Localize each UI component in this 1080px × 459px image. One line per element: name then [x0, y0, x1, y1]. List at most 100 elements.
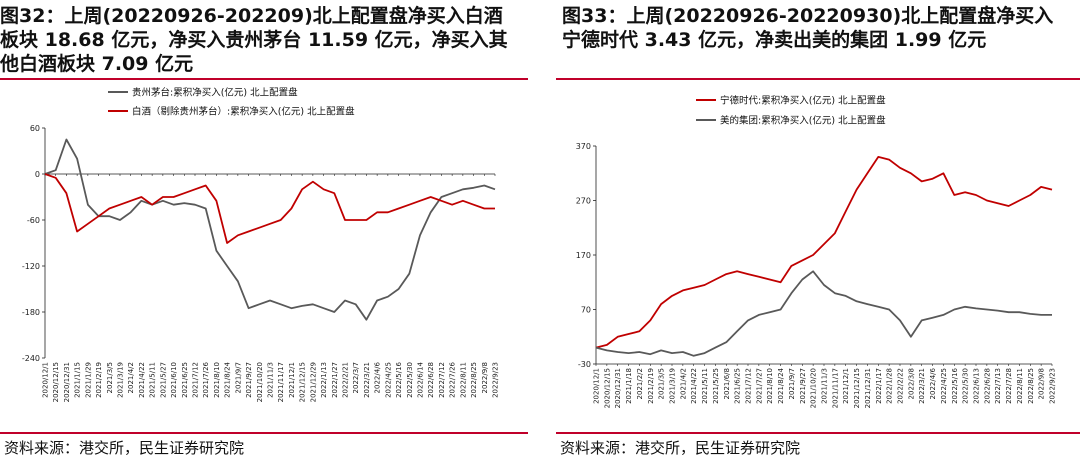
x-tick-label: 2021/11/3: [821, 368, 829, 404]
x-tick-label: 2021/3/19: [669, 368, 677, 404]
x-tick-label: 2021/12/1: [842, 368, 850, 404]
x-tick-label: 2020/12/31: [614, 368, 622, 408]
x-tick-label: 2022/5/30: [406, 362, 414, 398]
series-line-1: [595, 156, 1053, 349]
x-tick-label: 2021/4/2: [127, 362, 135, 393]
x-tick-label: 2022/6/28: [983, 368, 991, 404]
x-tick-label: 2021/7/26: [202, 361, 210, 397]
x-tick-label: 2021/2/2: [636, 368, 644, 399]
x-tick-label: 2022/3/8: [907, 368, 915, 399]
x-tick-label: 2021/2/19: [647, 368, 655, 404]
x-tick-label: 2021/6/10: [170, 362, 178, 398]
legend-label-1: 宁德时代:累积净买入(亿元) 北上配置盘: [720, 95, 886, 107]
x-tick-label: 2022/4/25: [940, 368, 948, 404]
x-tick-label: 2022/9/8: [481, 362, 489, 393]
x-tick-label: 2022/4/6: [929, 367, 937, 399]
x-tick-label: 2021/12/31: [864, 368, 872, 408]
x-tick-label: 2021/6/25: [181, 362, 189, 398]
x-tick-label: 2022/9/23: [492, 362, 500, 398]
series-line-1: [44, 138, 496, 321]
y-tick-label: -240: [22, 354, 40, 363]
x-tick-label: 2021/10/20: [256, 362, 264, 402]
legend-label-2: 白酒（剔除贵州茅台）:累积净买入(亿元) 北上配置盘: [132, 106, 355, 118]
x-tick-label: 2021/1/29: [84, 362, 92, 398]
x-tick-label: 2021/1/15: [74, 362, 82, 398]
chart-panel-1: 图32：上周(20220926-202209)北上配置盘净买入白酒板块 18.6…: [0, 0, 528, 459]
x-tick-label: 2022/9/23: [1049, 368, 1057, 404]
x-tick-label: 2022/2/22: [897, 368, 905, 404]
x-tick-label: 2021/5/25: [712, 368, 720, 404]
y-tick-label: 60: [30, 124, 40, 133]
x-tick-label: 2022/1/28: [886, 368, 894, 404]
series-line-2: [595, 270, 1052, 357]
source-note: 资料来源：港交所，民生证券研究院: [560, 439, 801, 457]
x-tick-label: 2022/3/7: [352, 362, 360, 393]
x-tick-label: 2022/8/25: [1027, 368, 1035, 404]
y-tick-label: 170: [576, 251, 591, 260]
source-rule: [556, 432, 1080, 434]
x-tick-label: 2021/2/19: [95, 362, 103, 398]
x-tick-label: 2020/12/1: [42, 362, 50, 398]
x-tick-label: 2021/8/10: [766, 368, 774, 404]
x-tick-label: 2021/9/27: [245, 362, 253, 398]
x-tick-label: 2022/7/12: [438, 362, 446, 398]
x-tick-label: 2022/4/6: [374, 361, 382, 393]
x-tick-label: 2021/7/12: [745, 368, 753, 404]
x-tick-label: 2021/12/15: [853, 368, 861, 408]
x-tick-label: 2022/6/14: [417, 361, 425, 397]
x-tick-label: 2022/7/26: [449, 361, 457, 397]
y-tick-label: 0: [35, 170, 40, 179]
x-tick-label: 2021/1/18: [625, 368, 633, 404]
chart-title: 图32：上周(20220926-202209)北上配置盘净买入白酒板块 18.6…: [0, 5, 508, 75]
x-tick-label: 2021/5/11: [701, 368, 709, 404]
x-tick-label: 2021/12/29: [309, 362, 317, 402]
x-tick-label: 2021/11/3: [267, 362, 275, 398]
x-tick-label: 2021/8/24: [777, 367, 785, 403]
x-tick-label: 2022/9/8: [1038, 368, 1046, 399]
x-tick-label: 2022/4/25: [384, 362, 392, 398]
x-tick-label: 2021/3/19: [117, 362, 125, 398]
x-tick-label: 2021/12/15: [299, 362, 307, 402]
x-tick-label: 2021/9/27: [799, 368, 807, 404]
title-rule: [0, 78, 528, 80]
y-tick-label: -120: [22, 262, 40, 271]
x-tick-label: 2021/5/11: [149, 362, 157, 398]
y-tick-label: -60: [27, 216, 40, 225]
x-tick-label: 2020/12/15: [52, 362, 60, 402]
x-tick-label: 2021/8/10: [213, 362, 221, 398]
source-rule: [0, 432, 528, 434]
x-tick-label: 2020/12/31: [63, 362, 71, 402]
y-tick-label: -180: [22, 308, 40, 317]
legend-label-2: 美的集团:累积净买入(亿元) 北上配置盘: [720, 115, 886, 127]
x-tick-label: 2022/7/13: [994, 368, 1002, 404]
y-tick-label: -30: [578, 360, 591, 369]
x-tick-label: 2022/3/21: [918, 368, 926, 404]
x-tick-label: 2021/3/5: [658, 368, 666, 399]
x-tick-label: 2022/5/16: [395, 361, 403, 397]
x-tick-label: 2022/2/21: [342, 362, 350, 398]
x-tick-label: 2021/7/27: [755, 368, 763, 404]
x-tick-label: 2022/5/16: [951, 367, 959, 403]
x-tick-label: 2022/6/28: [427, 362, 435, 398]
x-tick-label: 2020/12/1: [593, 368, 601, 404]
x-tick-label: 2021/8/24: [224, 361, 232, 397]
title-rule: [556, 78, 1080, 80]
x-tick-label: 2021/6/25: [734, 368, 742, 404]
x-tick-label: 2021/4/22: [690, 368, 698, 404]
x-tick-label: 2021/10/20: [810, 368, 818, 408]
x-tick-label: 2021/3/5: [106, 362, 114, 393]
x-tick-label: 2022/1/27: [331, 362, 339, 398]
chart-title: 图33：上周(20220926-20220930)北上配置盘净买入宁德时代 3.…: [562, 5, 1054, 51]
x-tick-label: 2022/8/25: [470, 362, 478, 398]
y-tick-label: 70: [581, 306, 591, 315]
legend-label-1: 贵州茅台:累积净买入(亿元) 北上配置盘: [132, 87, 298, 99]
x-tick-label: 2021/4/2: [679, 368, 687, 399]
y-tick-label: 370: [576, 142, 591, 151]
x-tick-label: 2021/5/27: [159, 362, 167, 398]
source-note: 资料来源：港交所，民生证券研究院: [4, 439, 245, 457]
x-tick-label: 2021/6/8: [723, 368, 731, 399]
x-tick-label: 2021/9/7: [234, 362, 242, 393]
y-tick-label: 270: [576, 197, 591, 206]
